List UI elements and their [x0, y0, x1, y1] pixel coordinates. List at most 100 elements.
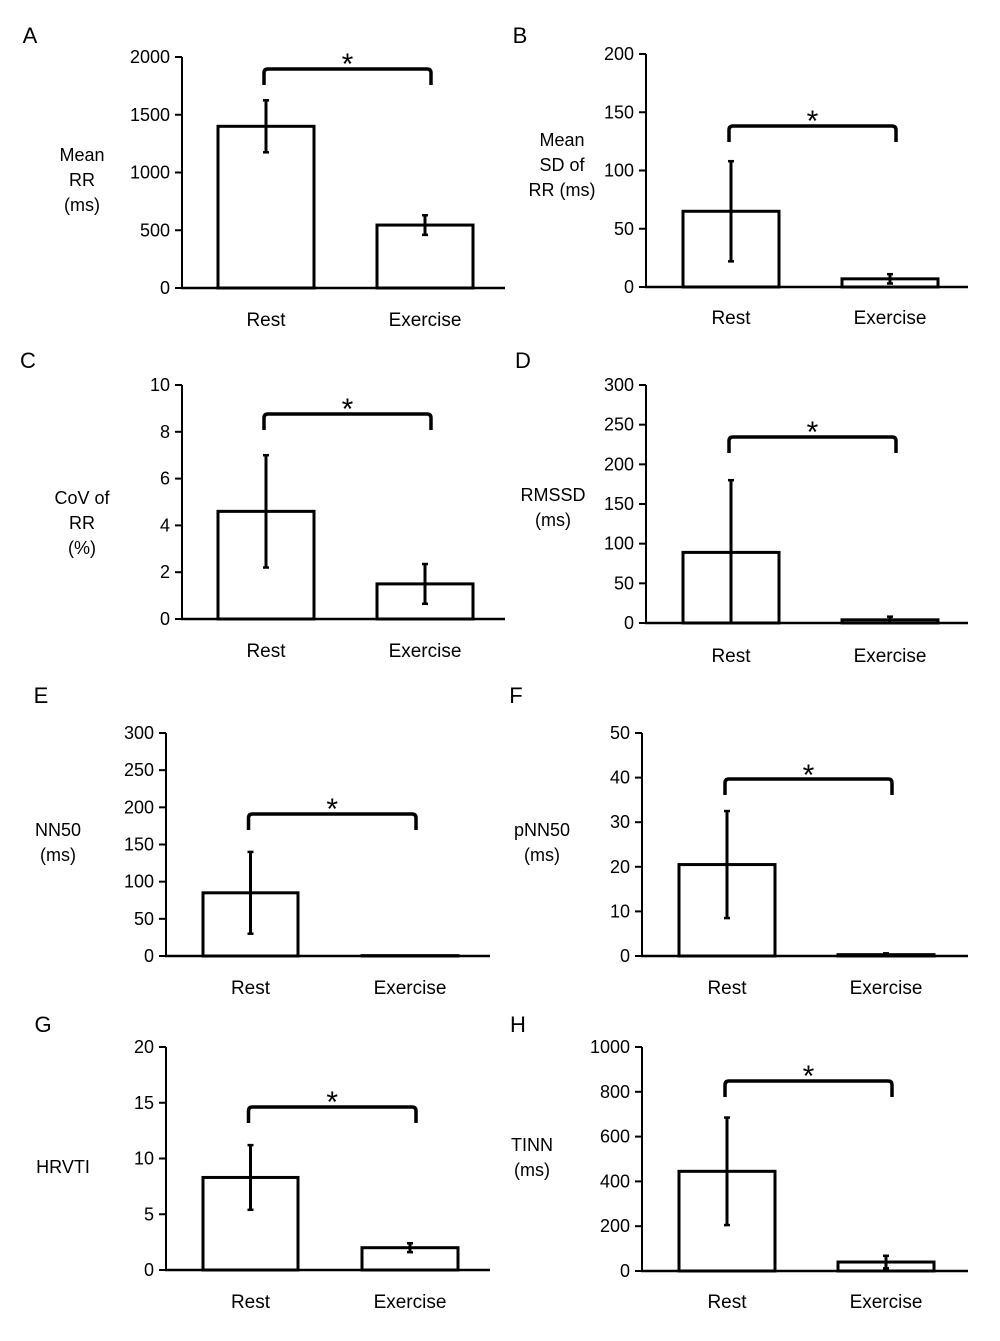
panel-c-significance-bracket	[262, 412, 433, 430]
panel-d-ytick-label: 250	[604, 415, 634, 435]
panel-g-ytick-label: 15	[134, 1093, 154, 1113]
panel-h-ytick-label: 800	[600, 1082, 630, 1102]
panel-f-ytick-label: 0	[620, 946, 630, 966]
panel-c-category-label: Exercise	[389, 641, 462, 662]
panel-c-ylabel: CoV of	[54, 488, 110, 508]
panel-h-category-label: Rest	[707, 1292, 747, 1313]
panel-g: G HRVTI 0 5 10 15 20 Rest Exercise *	[34, 1012, 490, 1313]
panel-f-category-label: Rest	[707, 978, 747, 999]
panel-e-letter: E	[34, 683, 49, 708]
panel-h-ylabel: TINN	[511, 1135, 553, 1155]
panel-a: A Mean RR (ms) 0 500 1000 1500 2000 Rest Exercise *	[23, 23, 505, 331]
panel-h-category-label: Exercise	[850, 1292, 923, 1313]
panel-e-ytick-label: 0	[144, 946, 154, 966]
panel-e-ylabel: NN50	[35, 820, 81, 840]
panel-d-ylabel: (ms)	[535, 510, 571, 530]
panel-h: H TINN (ms) 0 200 400 600 800 1000 Rest Exercise *	[510, 1012, 968, 1313]
panel-c-ytick-label: 2	[160, 562, 170, 582]
panel-c-category-label: Rest	[246, 641, 286, 662]
panel-h-significance-star: *	[803, 1060, 815, 1093]
panel-h-ytick-label: 1000	[590, 1037, 630, 1057]
panel-a-ytick-label: 0	[160, 278, 170, 298]
panel-f-letter: F	[509, 683, 522, 708]
panel-g-ylabel: HRVTI	[36, 1157, 90, 1177]
panel-b-ylabel: RR (ms)	[529, 180, 596, 200]
panel-c-ytick-label: 4	[160, 515, 170, 535]
panel-d-category-label: Exercise	[854, 646, 927, 667]
panel-f-significance-star: *	[803, 759, 815, 792]
panel-d-ytick-label: 150	[604, 494, 634, 514]
panel-g-significance-star: *	[326, 1086, 338, 1119]
panel-e-ytick-label: 150	[124, 835, 154, 855]
panel-a-ylabel: RR	[69, 170, 95, 190]
panel-a-letter: A	[23, 23, 38, 48]
panel-a-category-label: Exercise	[389, 310, 462, 331]
panel-d-ytick-label: 200	[604, 454, 634, 474]
panel-h-ytick-label: 200	[600, 1216, 630, 1236]
panel-a-ytick-label: 1000	[130, 163, 170, 183]
panel-b-category-label: Exercise	[854, 308, 927, 329]
panel-f-ytick-label: 20	[610, 857, 630, 877]
panel-b-category-label: Rest	[711, 308, 751, 329]
panel-e-significance-bracket	[246, 812, 418, 830]
panel-f-ytick-label: 50	[610, 723, 630, 743]
panel-c-ylabel: (%)	[68, 538, 96, 558]
panel-b: B Mean SD of RR (ms) 0 50 100 150 200 Rest Exercis…	[513, 23, 968, 329]
panel-f-significance-bracket	[723, 777, 894, 795]
panel-d-significance-star: *	[807, 416, 819, 449]
panel-c-ytick-label: 6	[160, 469, 170, 489]
panel-f-ylabel: (ms)	[524, 845, 560, 865]
panel-b-significance-star: *	[807, 105, 819, 138]
panel-e-category-label: Exercise	[374, 978, 447, 999]
panel-a-significance-star: *	[342, 48, 354, 81]
panel-b-significance-bracket	[727, 124, 898, 142]
panel-c-significance-star: *	[342, 393, 354, 426]
panel-a-ytick-label: 1500	[130, 105, 170, 125]
panel-f-ytick-label: 30	[610, 812, 630, 832]
panel-h-significance-bracket	[723, 1079, 894, 1097]
panel-e-ylabel: (ms)	[40, 845, 76, 865]
panel-c-ytick-label: 8	[160, 422, 170, 442]
panel-f-category-label: Exercise	[850, 978, 923, 999]
panel-a-significance-bracket	[262, 67, 433, 85]
panel-f-ylabel: pNN50	[514, 820, 570, 840]
panel-h-ylabel: (ms)	[514, 1160, 550, 1180]
panel-e-ytick-label: 50	[134, 909, 154, 929]
panel-h-ytick-label: 0	[620, 1261, 630, 1281]
panel-g-category-label: Exercise	[374, 1292, 447, 1313]
panel-d-ytick-label: 300	[604, 375, 634, 395]
panel-e-ytick-label: 200	[124, 797, 154, 817]
panel-e-ytick-label: 250	[124, 760, 154, 780]
panel-c-ylabel: RR	[69, 513, 95, 533]
panel-b-ytick-label: 150	[604, 102, 634, 122]
panel-b-ytick-label: 100	[604, 161, 634, 181]
panel-g-ytick-label: 10	[134, 1149, 154, 1169]
panel-a-ytick-label: 2000	[130, 47, 170, 67]
panel-d-ytick-label: 0	[624, 613, 634, 633]
panel-c-ytick-label: 10	[150, 375, 170, 395]
panel-d-letter: D	[515, 348, 531, 373]
panel-f-ytick-label: 40	[610, 768, 630, 788]
panel-d-significance-bracket	[727, 435, 898, 453]
panel-e-ytick-label: 300	[124, 723, 154, 743]
panel-b-letter: B	[513, 23, 528, 48]
panel-d-ytick-label: 100	[604, 534, 634, 554]
panel-a-ylabel: (ms)	[64, 195, 100, 215]
panel-g-ytick-label: 5	[144, 1204, 154, 1224]
panel-d: D RMSSD (ms) 0 50 100 150 200 250 300 Rest Exercise…	[515, 348, 968, 667]
panel-f-ytick-label: 10	[610, 901, 630, 921]
panel-d-ylabel: RMSSD	[520, 485, 585, 505]
panel-a-ytick-label: 500	[140, 220, 170, 240]
panel-e-significance-star: *	[326, 793, 338, 826]
panel-g-ytick-label: 20	[134, 1037, 154, 1057]
panel-d-ytick-label: 50	[614, 573, 634, 593]
panel-e-category-label: Rest	[231, 978, 271, 999]
panel-c-ytick-label: 0	[160, 609, 170, 629]
panel-b-ytick-label: 50	[614, 219, 634, 239]
panel-c-letter: C	[20, 348, 36, 373]
panel-c: C CoV of RR (%) 0 2 4 6 8 10 Rest Exercise *	[20, 348, 505, 662]
panel-d-category-label: Rest	[711, 646, 751, 667]
